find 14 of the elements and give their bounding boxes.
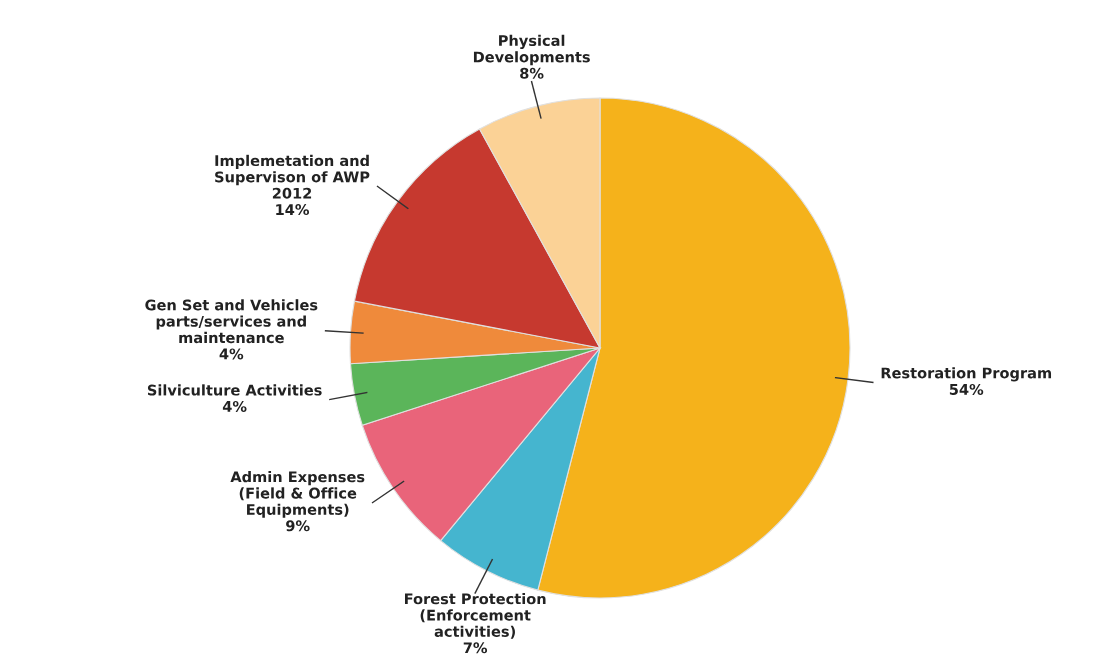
slice-label: Gen Set and Vehicles parts/services and maintenance [145, 299, 318, 344]
slice-label: Restoration Program [881, 367, 1052, 382]
data-label: 14% [276, 204, 310, 216]
data-label: 4% [222, 400, 247, 412]
data-label: 4% [219, 348, 244, 360]
slice-label: Admin Expenses (Field & Office Equipments) [230, 471, 365, 518]
data-label: 9% [286, 520, 310, 532]
slice-label: Implemetation and Supervison of AWP 2012 [215, 154, 370, 199]
data-label: 8% [520, 67, 544, 79]
slice-label: Physical Developments [473, 34, 590, 66]
slice-label: Forest Protection (Enforcement activities) [405, 593, 546, 639]
data-label: 54% [949, 383, 984, 395]
data-label: 7% [463, 642, 488, 654]
slice-label: Silviculture Activities [147, 384, 322, 396]
